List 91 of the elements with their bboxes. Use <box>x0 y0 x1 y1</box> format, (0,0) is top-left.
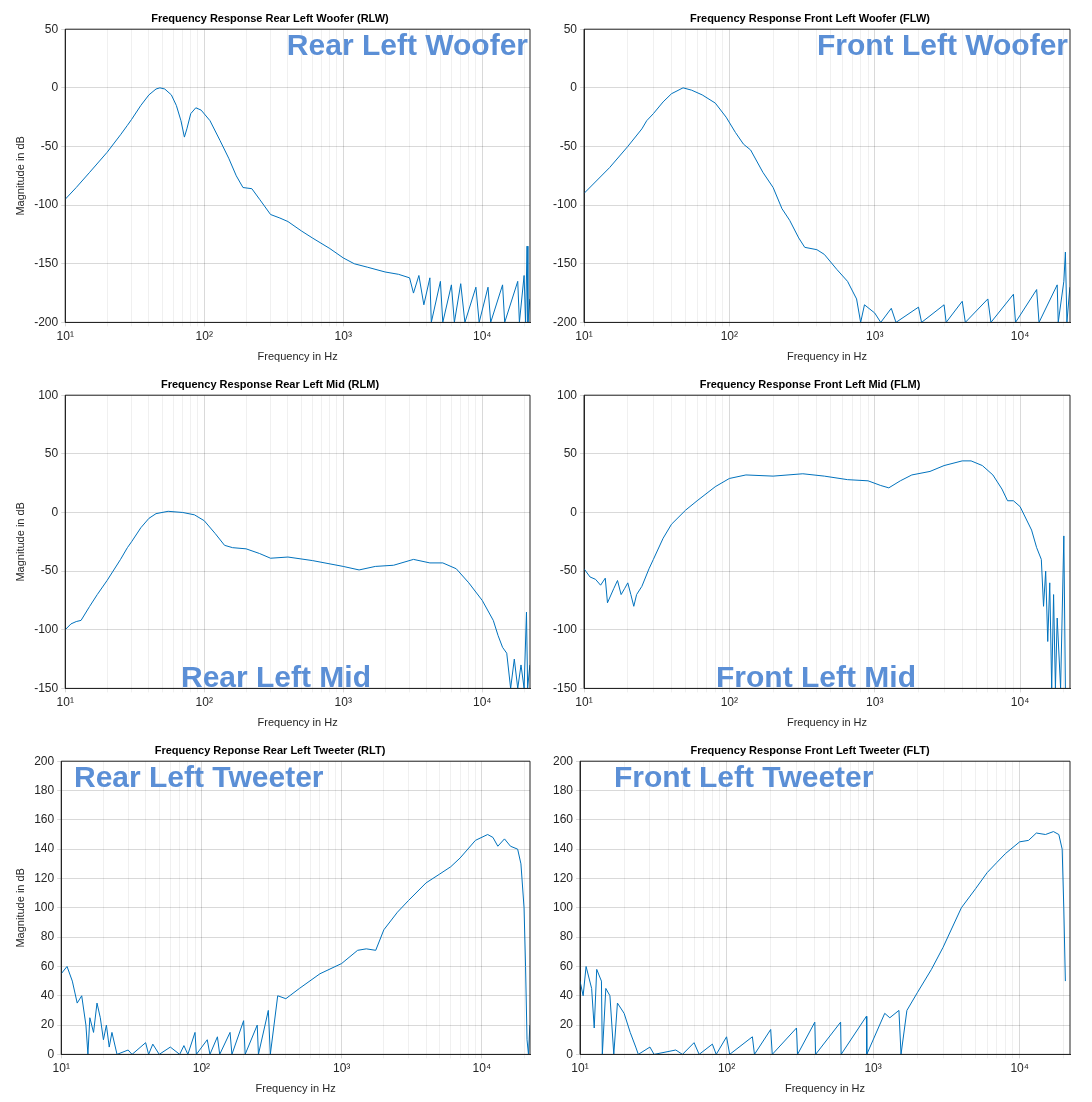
x-tick-label: 10¹ <box>52 1060 70 1075</box>
y-tick-label: 160 <box>552 812 574 827</box>
y-tick-label: 120 <box>34 870 55 885</box>
y-tick-label: 20 <box>40 1017 55 1032</box>
x-tick-label: 10² <box>192 1060 211 1075</box>
y-tick-label: 40 <box>40 988 55 1003</box>
y-tick-label: 40 <box>559 988 574 1003</box>
x-tick-label: 10⁴ <box>1010 694 1030 709</box>
y-tick-label: -200 <box>34 314 59 329</box>
y-tick-label: 0 <box>566 1046 574 1061</box>
annotation: Front Left Mid <box>716 660 916 693</box>
y-tick-label: 0 <box>570 80 578 95</box>
y-tick-label: 0 <box>51 80 59 95</box>
y-tick-label: -100 <box>552 197 578 212</box>
x-axis-title: Frequency in Hz <box>257 716 338 729</box>
y-tick-label: 200 <box>34 753 55 768</box>
y-axis-title: Magnitude in dB <box>13 868 26 948</box>
x-tick-label: 10³ <box>864 1060 882 1075</box>
y-tick-label: 80 <box>40 929 55 944</box>
x-tick-label: 10⁴ <box>473 328 492 343</box>
x-tick-label: 10³ <box>866 328 884 343</box>
x-tick-label: 10¹ <box>56 328 74 343</box>
y-tick-label: -100 <box>34 197 59 212</box>
y-tick-label: 50 <box>563 446 578 461</box>
x-tick-label: 10⁴ <box>1010 328 1030 343</box>
y-tick-label: -150 <box>552 680 578 695</box>
chart-title: Frequency Response Rear Left Mid (RLM) <box>160 377 380 390</box>
y-tick-label: -100 <box>34 622 59 637</box>
x-tick-label: 10³ <box>866 694 884 709</box>
y-axis-title: Magnitude in dB <box>13 502 26 582</box>
x-tick-label: 10⁴ <box>472 1060 492 1075</box>
y-tick-label: 50 <box>44 446 59 461</box>
y-tick-label: 50 <box>563 21 578 36</box>
x-tick-label: 10² <box>195 694 213 709</box>
y-tick-label: 0 <box>51 504 59 519</box>
annotation: Rear Left Mid <box>180 660 372 693</box>
x-tick-label: 10³ <box>334 328 352 343</box>
x-axis-title: Frequency in Hz <box>255 1082 336 1095</box>
annotation: Front Left Tweeter <box>614 760 874 794</box>
y-tick-label: 20 <box>559 1017 574 1032</box>
x-tick-label: 10³ <box>332 1060 351 1075</box>
x-tick-label: 10⁴ <box>473 694 492 709</box>
y-tick-label: -150 <box>34 680 59 695</box>
chart-title: Frequency Response Front Left Tweeter (FLT) <box>690 743 930 756</box>
y-tick-label: -50 <box>40 563 59 578</box>
x-axis-title: Frequency in Hz <box>786 716 868 729</box>
y-tick-label: 50 <box>44 21 59 36</box>
annotation: Rear Left Tweeter <box>74 760 324 794</box>
x-tick-label: 10² <box>195 328 213 343</box>
x-tick-label: 10¹ <box>571 1060 589 1075</box>
x-axis-title: Frequency in Hz <box>257 350 338 363</box>
y-tick-label: 100 <box>34 900 55 915</box>
x-tick-label: 10² <box>717 1060 736 1075</box>
chart-title: Frequency Response Rear Left Woofer (RLW) <box>151 11 390 24</box>
annotation: Front Left Woofer <box>816 28 1068 62</box>
y-axis-title: Magnitude in dB <box>13 136 26 216</box>
x-tick-label: 10² <box>720 694 739 709</box>
y-tick-label: -200 <box>552 314 578 329</box>
y-tick-label: -50 <box>559 563 578 578</box>
y-tick-label: 60 <box>40 958 55 973</box>
y-tick-label: 140 <box>34 841 55 856</box>
y-tick-label: -150 <box>34 256 59 271</box>
y-tick-label: 60 <box>559 958 574 973</box>
y-tick-label: 180 <box>34 782 55 797</box>
annotation: Rear Left Woofer <box>286 28 528 62</box>
x-axis-title: Frequency in Hz <box>784 1082 866 1095</box>
chart-title: Frequency Reponse Rear Left Tweeter (RLT) <box>154 743 386 756</box>
x-tick-label: 10¹ <box>575 328 593 343</box>
y-tick-label: -150 <box>552 256 578 271</box>
chart-title: Frequency Response Front Left Woofer (FLW) <box>690 11 931 24</box>
y-tick-label: 140 <box>552 841 574 856</box>
y-tick-label: 180 <box>552 782 574 797</box>
x-tick-label: 10¹ <box>56 694 74 709</box>
y-tick-label: 200 <box>552 753 574 768</box>
y-tick-label: 100 <box>556 387 578 402</box>
y-tick-label: -50 <box>559 138 578 153</box>
x-tick-label: 10² <box>720 328 739 343</box>
y-tick-label: 0 <box>570 504 578 519</box>
y-tick-label: 80 <box>559 929 574 944</box>
x-axis-title: Frequency in Hz <box>786 350 868 363</box>
y-tick-label: 100 <box>38 387 59 402</box>
chart-title: Frequency Response Front Left Mid (FLM) <box>699 377 921 390</box>
x-tick-label: 10¹ <box>575 694 593 709</box>
y-tick-label: -100 <box>552 622 578 637</box>
y-tick-label: 120 <box>552 870 574 885</box>
y-tick-label: 160 <box>34 812 55 827</box>
x-tick-label: 10³ <box>334 694 352 709</box>
x-tick-label: 10⁴ <box>1010 1060 1029 1075</box>
y-tick-label: 100 <box>552 900 574 915</box>
y-tick-label: -50 <box>40 138 59 153</box>
y-tick-label: 0 <box>47 1046 55 1061</box>
